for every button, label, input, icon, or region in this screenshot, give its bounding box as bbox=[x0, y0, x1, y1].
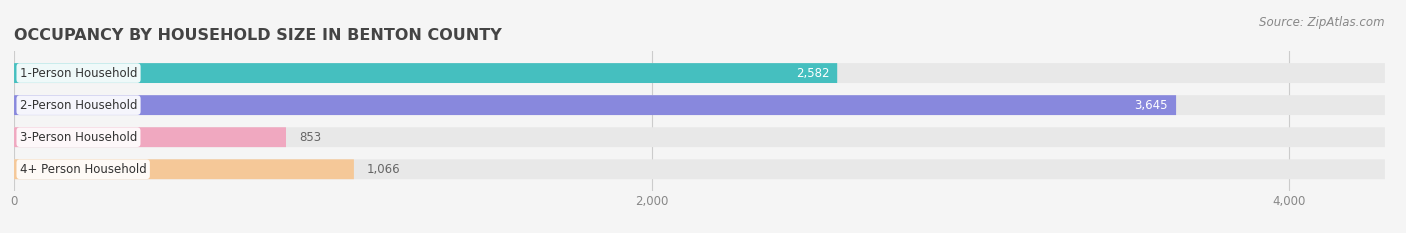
Text: 853: 853 bbox=[298, 131, 321, 144]
FancyBboxPatch shape bbox=[14, 127, 285, 147]
Text: 3,645: 3,645 bbox=[1135, 99, 1168, 112]
Text: 2-Person Household: 2-Person Household bbox=[20, 99, 138, 112]
FancyBboxPatch shape bbox=[14, 127, 1385, 147]
Text: OCCUPANCY BY HOUSEHOLD SIZE IN BENTON COUNTY: OCCUPANCY BY HOUSEHOLD SIZE IN BENTON CO… bbox=[14, 28, 502, 43]
Text: 1,066: 1,066 bbox=[367, 163, 401, 176]
Text: 1-Person Household: 1-Person Household bbox=[20, 67, 138, 79]
Text: 3-Person Household: 3-Person Household bbox=[20, 131, 138, 144]
FancyBboxPatch shape bbox=[14, 95, 1385, 115]
Text: 4+ Person Household: 4+ Person Household bbox=[20, 163, 146, 176]
Text: 2,582: 2,582 bbox=[796, 67, 830, 79]
FancyBboxPatch shape bbox=[14, 63, 837, 83]
FancyBboxPatch shape bbox=[14, 63, 1385, 83]
Text: Source: ZipAtlas.com: Source: ZipAtlas.com bbox=[1260, 16, 1385, 29]
FancyBboxPatch shape bbox=[14, 159, 354, 179]
FancyBboxPatch shape bbox=[14, 159, 1385, 179]
FancyBboxPatch shape bbox=[14, 95, 1175, 115]
